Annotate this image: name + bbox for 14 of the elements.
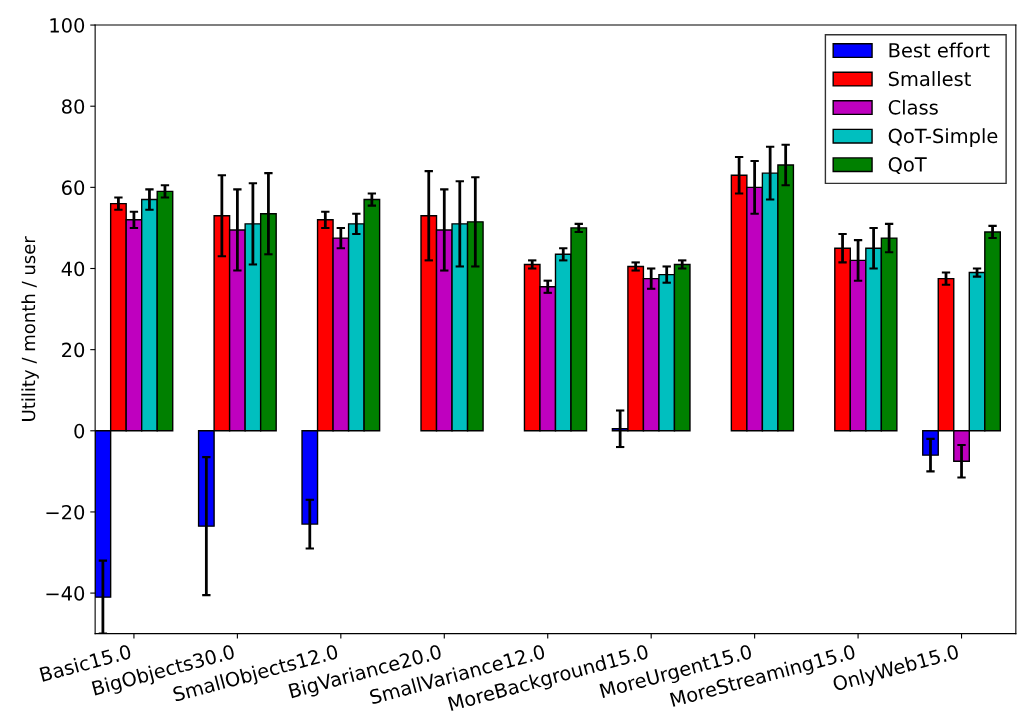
y-axis-title: Utility / month / user — [21, 236, 39, 421]
y-tick-label: 20 — [62, 342, 85, 358]
legend-label: Smallest — [888, 71, 971, 87]
legend-label: QoT — [888, 157, 927, 174]
y-tick-label: 0 — [74, 423, 85, 439]
legend-label: Class — [888, 99, 938, 115]
legend-label: QoT-Simple — [888, 128, 998, 147]
y-tick-label: 60 — [62, 180, 85, 196]
y-tick-label: 40 — [61, 261, 85, 277]
legend-label: Best effort — [889, 42, 990, 58]
y-tick-label: −20 — [46, 504, 85, 520]
y-tick-label: −40 — [46, 586, 85, 601]
y-tick-label: 80 — [61, 99, 85, 114]
y-tick-label: 100 — [50, 18, 85, 33]
